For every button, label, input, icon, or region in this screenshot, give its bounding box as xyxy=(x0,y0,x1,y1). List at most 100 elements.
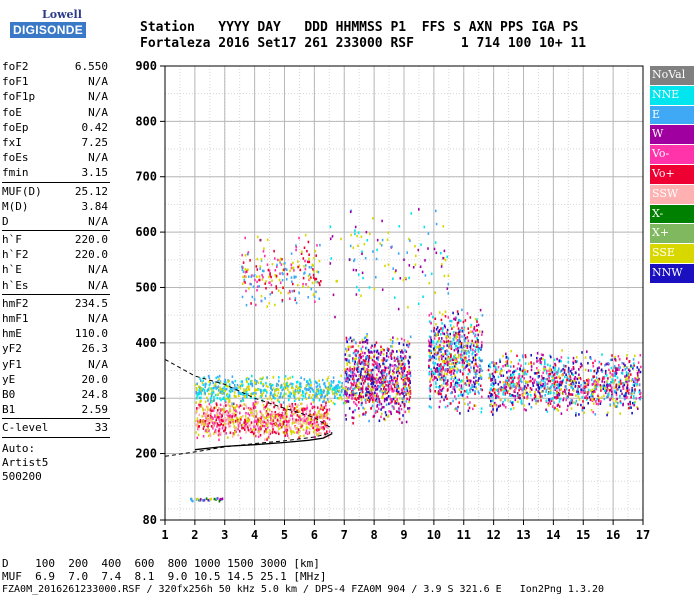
echo-point xyxy=(268,431,271,434)
echo-point xyxy=(508,379,510,382)
echo-point xyxy=(261,377,263,381)
echo-point xyxy=(224,399,226,402)
echo-point xyxy=(629,400,631,404)
echo-point xyxy=(259,377,261,380)
echo-point xyxy=(553,358,556,361)
param-key: h`F xyxy=(2,233,22,247)
echo-point xyxy=(232,381,234,384)
echo-point xyxy=(639,397,641,401)
echo-point xyxy=(383,365,386,369)
echo-point xyxy=(460,345,462,349)
echo-point xyxy=(223,397,225,400)
echo-point xyxy=(574,402,577,405)
echo-point xyxy=(288,424,290,427)
param-value: N/A xyxy=(88,312,108,325)
echo-point xyxy=(353,365,355,369)
echo-point xyxy=(494,388,497,391)
echo-point xyxy=(394,270,397,274)
echo-point xyxy=(450,372,453,375)
echo-point xyxy=(391,349,394,353)
echo-point xyxy=(354,393,357,397)
echo-point xyxy=(370,346,372,349)
echo-point xyxy=(632,358,635,361)
echo-point xyxy=(230,420,233,423)
echo-point xyxy=(503,386,506,389)
echo-point xyxy=(332,392,334,396)
echo-point xyxy=(380,383,383,386)
echo-point xyxy=(593,386,596,389)
echo-point xyxy=(433,376,436,379)
echo-point xyxy=(436,340,439,343)
echo-point xyxy=(282,416,285,419)
echo-point xyxy=(315,277,318,281)
echo-point xyxy=(576,377,579,381)
echo-point xyxy=(321,394,323,398)
echo-point xyxy=(572,379,575,383)
echo-point xyxy=(593,388,596,391)
echo-point xyxy=(313,398,315,402)
echo-point xyxy=(408,369,410,372)
echo-point xyxy=(269,383,271,386)
echo-point xyxy=(563,397,565,400)
echo-point xyxy=(620,371,623,375)
echo-point xyxy=(628,360,631,363)
echo-point xyxy=(623,397,626,401)
echo-point xyxy=(292,391,295,395)
echo-point xyxy=(450,354,452,358)
echo-point xyxy=(639,391,642,395)
echo-point xyxy=(374,388,377,391)
echo-point xyxy=(376,388,379,391)
echo-point xyxy=(518,384,520,388)
echo-point xyxy=(463,368,465,371)
echo-point xyxy=(318,414,320,418)
echo-point xyxy=(281,422,283,425)
echo-point xyxy=(449,346,451,349)
echo-point xyxy=(553,385,556,388)
param-value: N/A xyxy=(88,263,108,277)
echo-point xyxy=(398,410,401,413)
echo-point xyxy=(617,401,619,405)
echo-point xyxy=(446,360,449,364)
echo-point xyxy=(295,275,297,279)
echo-point xyxy=(370,375,373,379)
echo-point xyxy=(297,430,300,433)
echo-point xyxy=(239,423,241,426)
echo-point xyxy=(446,358,449,361)
echo-point xyxy=(448,352,451,355)
echo-point xyxy=(196,417,199,420)
echo-point xyxy=(349,210,352,214)
echo-point xyxy=(509,394,512,397)
echo-point xyxy=(285,430,288,434)
param-value: 3.15 xyxy=(81,166,109,180)
echo-point xyxy=(386,373,388,376)
echo-point xyxy=(593,402,595,405)
echo-point xyxy=(351,377,354,381)
echo-point xyxy=(260,391,262,395)
echo-point xyxy=(473,367,475,370)
echo-point xyxy=(496,394,499,398)
echo-point xyxy=(447,339,449,343)
echo-point xyxy=(306,404,308,407)
echo-point xyxy=(299,420,301,423)
echo-point xyxy=(499,360,501,363)
echo-point xyxy=(461,364,464,367)
echo-point xyxy=(468,351,470,354)
echo-point xyxy=(328,430,331,433)
echo-point xyxy=(221,391,224,395)
echo-point xyxy=(407,391,410,395)
echo-point xyxy=(239,404,242,407)
echo-point xyxy=(389,395,391,398)
echo-point xyxy=(462,320,465,324)
echo-point xyxy=(280,403,283,407)
echo-point xyxy=(440,389,443,392)
echo-point xyxy=(357,231,360,234)
echo-point xyxy=(512,383,514,386)
echo-point xyxy=(199,377,201,380)
echo-point xyxy=(439,400,441,403)
echo-point xyxy=(320,391,323,394)
echo-point xyxy=(254,381,256,385)
echo-point xyxy=(348,396,350,399)
echo-point xyxy=(501,388,504,391)
echo-point xyxy=(569,377,572,380)
echo-point xyxy=(297,428,300,431)
